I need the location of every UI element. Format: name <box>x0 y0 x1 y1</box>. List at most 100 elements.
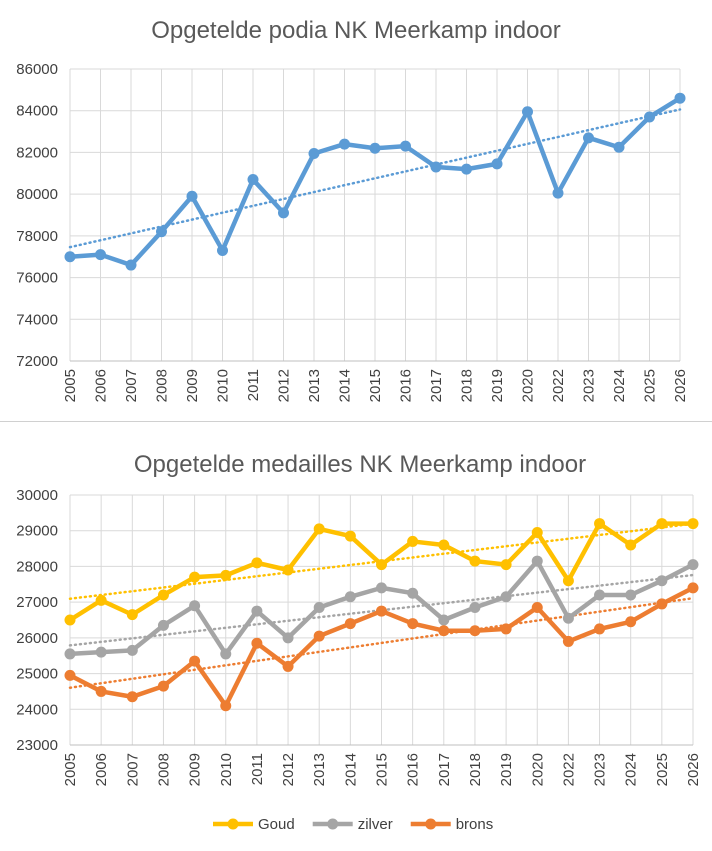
podia-xtick-label-2012: 2012 <box>276 369 293 402</box>
medailles-series-goud-point-2017 <box>438 539 450 551</box>
medailles-series-brons-trendline <box>68 596 695 689</box>
medailles-series-zilver-point-2012 <box>282 632 294 644</box>
medailles-xtick-label-2005: 2005 <box>62 753 79 786</box>
chart-medailles-legend: Goud zilver brons <box>213 816 493 833</box>
medailles-series-brons-point-2019 <box>500 623 512 635</box>
podia-series-opgetelde-podia-point-2009 <box>186 190 198 202</box>
medailles-series-goud-point-2024 <box>625 539 637 551</box>
medailles-series-goud-point-2007 <box>126 609 138 621</box>
medailles-series-zilver-point-2023 <box>594 589 606 601</box>
medailles-xtick-label-2015: 2015 <box>374 753 391 786</box>
podia-xtick-label-2024: 2024 <box>611 369 628 402</box>
medailles-series-goud-point-2022 <box>562 575 574 587</box>
medailles-legend-brons-swatch-marker <box>425 818 437 830</box>
medailles-series-zilver-point-2005 <box>64 648 76 660</box>
chart-medailles-gridlines <box>69 494 694 746</box>
medailles-series-goud-point-2009 <box>189 571 201 583</box>
medailles-series-brons-point-2014 <box>344 618 356 630</box>
medailles-series-brons-point-2016 <box>407 618 419 630</box>
medailles-ytick-label-24000: 24000 <box>16 701 58 718</box>
chart-medailles-series <box>64 518 699 712</box>
podia-series-opgetelde-podia-point-2016 <box>400 140 411 152</box>
podia-series-opgetelde-podia-point-2017 <box>430 161 442 173</box>
chart-podia-gridlines <box>69 68 681 362</box>
chart-podia-x-axis: 2005 2006 2007 2008 2009 2010 2011 2012 2013 2014… <box>62 360 689 402</box>
medailles-ytick-label-25000: 25000 <box>16 666 58 683</box>
medailles-series-brons-point-2007 <box>126 691 138 703</box>
medailles-series-goud-point-2019 <box>500 559 512 571</box>
podia-series-opgetelde-podia-point-2018 <box>461 163 472 175</box>
medailles-series-goud-point-2012 <box>282 564 294 576</box>
chart-medailles-x-axis: 2005 2006 2007 2008 2009 2010 2011 2012 2013 2014… <box>62 744 702 786</box>
podia-ytick-label-82000: 82000 <box>16 144 58 161</box>
podia-xtick-label-2019: 2019 <box>489 369 506 402</box>
medailles-series-goud-point-2025 <box>656 518 668 530</box>
podia-xtick-label-2018: 2018 <box>459 369 476 402</box>
podia-series-opgetelde-podia-point-2012 <box>278 207 289 219</box>
podia-ytick-label-86000: 86000 <box>16 61 58 78</box>
medailles-xtick-label-2006: 2006 <box>93 753 110 786</box>
medailles-series-brons-point-2015 <box>376 605 387 617</box>
podia-ytick-label-74000: 74000 <box>16 311 58 328</box>
podia-xtick-label-2020: 2020 <box>520 369 537 402</box>
medailles-series-brons-point-2025 <box>656 598 668 610</box>
podia-xtick-label-2013: 2013 <box>306 369 323 402</box>
podia-ytick-label-78000: 78000 <box>16 228 58 245</box>
chart-podia-trendlines <box>68 108 682 249</box>
medailles-xtick-label-2024: 2024 <box>623 753 640 786</box>
medailles-series-zilver-point-2015 <box>376 582 387 594</box>
medailles-xtick-label-2022: 2022 <box>560 753 577 786</box>
chart-podia-series <box>64 92 686 271</box>
medailles-series-zilver-point-2019 <box>500 591 512 603</box>
medailles-series-zilver-point-2008 <box>157 619 169 631</box>
medailles-series-goud-point-2008 <box>157 589 169 601</box>
podia-xtick-label-2006: 2006 <box>93 369 110 402</box>
medailles-xtick-label-2018: 2018 <box>467 753 484 786</box>
medailles-series-goud-trendline <box>68 522 695 600</box>
medailles-xtick-label-2009: 2009 <box>187 753 204 786</box>
medailles-xtick-label-2020: 2020 <box>529 753 546 786</box>
medailles-series-brons-point-2008 <box>157 680 169 692</box>
podia-series-opgetelde-podia-point-2010 <box>217 244 228 256</box>
podia-series-opgetelde-podia-point-2024 <box>613 141 625 153</box>
medailles-series-zilver-point-2024 <box>625 589 637 601</box>
chart-medailles-y-axis: 23000 24000 25000 26000 27000 28000 29000 30000 <box>16 487 58 754</box>
podia-series-opgetelde-podia-point-2020 <box>522 106 533 118</box>
medailles-series-brons-point-2013 <box>313 630 325 642</box>
medailles-xtick-label-2014: 2014 <box>342 753 359 786</box>
chart-podia-y-axis: 72000 74000 76000 78000 80000 82000 84000 86000 <box>16 61 58 370</box>
podia-xtick-label-2007: 2007 <box>123 369 140 402</box>
podia-xtick-label-2008: 2008 <box>154 369 171 402</box>
medailles-series-zilver-point-2020 <box>531 555 543 567</box>
chart-podia-background <box>0 0 712 420</box>
medailles-series-zilver-trendline <box>68 573 695 647</box>
medailles-series-goud-point-2020 <box>531 527 543 538</box>
medailles-series-goud-point-2018 <box>469 555 481 567</box>
podia-xtick-label-2025: 2025 <box>642 369 659 402</box>
podia-series-opgetelde-podia-point-2015 <box>369 142 381 154</box>
podia-xtick-label-2011: 2011 <box>245 369 262 401</box>
medailles-series-goud-point-2011 <box>251 557 263 569</box>
medailles-series-brons-point-2006 <box>95 685 107 697</box>
medailles-series-zilver-point-2011 <box>251 605 263 617</box>
medailles-series-zilver-point-2018 <box>469 602 481 613</box>
medailles-series-zilver-point-2014 <box>344 591 356 603</box>
medailles-xtick-label-2017: 2017 <box>436 753 453 786</box>
medailles-legend-brons-label: brons <box>456 816 494 833</box>
podia-series-opgetelde-podia-point-2026 <box>674 92 686 104</box>
medailles-series-goud-point-2013 <box>313 523 325 535</box>
podia-series-opgetelde-podia-point-2008 <box>156 226 167 238</box>
podia-series-opgetelde-podia-point-2019 <box>491 158 503 170</box>
medailles-series-goud-point-2014 <box>344 530 356 542</box>
podia-ytick-label-76000: 76000 <box>16 270 58 287</box>
medailles-legend-goud-swatch-marker <box>227 818 239 830</box>
medailles-xtick-label-2011: 2011 <box>249 753 266 785</box>
podia-series-opgetelde-podia-point-2023 <box>583 132 594 144</box>
medailles-xtick-label-2016: 2016 <box>405 753 422 786</box>
podia-series-opgetelde-podia-trendline <box>68 108 682 249</box>
medailles-series-goud-point-2006 <box>95 594 107 606</box>
medailles-legend-zilver-swatch-marker <box>327 818 339 830</box>
medailles-xtick-label-2026: 2026 <box>685 753 702 786</box>
podia-xtick-label-2026: 2026 <box>672 369 689 402</box>
